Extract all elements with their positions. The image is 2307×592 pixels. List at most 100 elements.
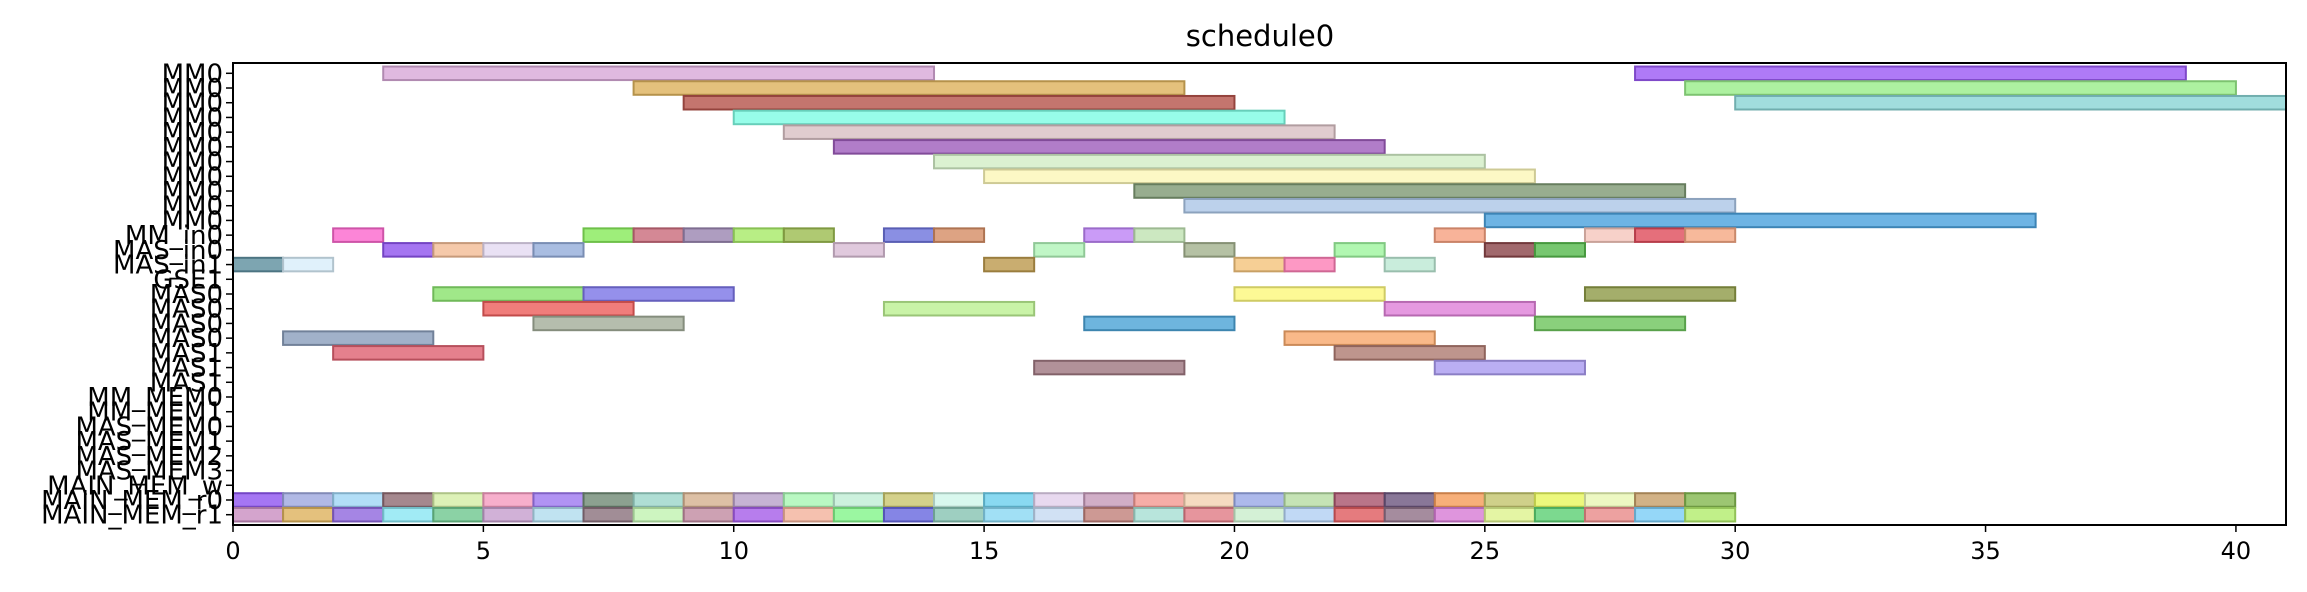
task-bar [632, 227, 685, 243]
y-tick-label: MAS0 [150, 280, 223, 310]
task-bar [332, 492, 385, 508]
y-tick-label: MM0 [162, 162, 223, 192]
task-bar [232, 256, 285, 273]
task-bar [1233, 286, 1386, 302]
task-bar [1583, 506, 1637, 523]
task-bar [1483, 212, 2037, 229]
task-bar [983, 506, 1036, 523]
task-bar [482, 492, 535, 508]
task-bar [983, 168, 1536, 185]
task-bar [1133, 183, 1687, 199]
task-bar [582, 227, 635, 243]
x-tick-label: 35 [1970, 537, 2001, 565]
task-bar [532, 506, 585, 523]
task-bar [1634, 492, 1687, 508]
task-bar [1183, 242, 1236, 258]
bars-layer [232, 65, 2287, 523]
task-bar [1433, 506, 1486, 523]
chart-title: schedule0 [1186, 19, 1334, 53]
task-bar [382, 65, 936, 82]
x-tick-label: 15 [969, 537, 1000, 565]
task-bar [1383, 506, 1436, 523]
task-bar [1133, 492, 1186, 508]
task-bar [732, 109, 1286, 126]
task-bar [1483, 492, 1536, 508]
y-tick-label: MM0 [162, 133, 223, 163]
task-bar [1183, 197, 1737, 214]
task-bar [582, 286, 735, 302]
y-tick-label: MAS_MEM0 [75, 412, 223, 442]
task-bar [432, 242, 485, 258]
task-bar [382, 242, 435, 258]
task-bar [632, 506, 685, 523]
task-bar [933, 227, 986, 243]
task-bar [282, 256, 335, 273]
task-bar [532, 492, 585, 508]
task-bar [1283, 330, 1436, 346]
x-axis: 0 5 10 15 20 25 30 35 40 [225, 525, 2251, 565]
task-bar [632, 492, 685, 508]
task-bar [1083, 227, 1136, 243]
y-tick-label: MAIN_MEM_w [47, 471, 223, 501]
task-bar [1233, 492, 1286, 508]
y-tick-label: MAS0 [150, 309, 223, 339]
y-tick-label: MAS0 [150, 295, 223, 325]
x-tick-label: 5 [476, 537, 491, 565]
task-bar [782, 227, 835, 243]
y-tick-label: MM_in0 [125, 221, 223, 251]
task-bar [1233, 256, 1286, 273]
task-bar [933, 153, 1486, 170]
task-bar [1283, 492, 1336, 508]
task-bar [1083, 492, 1136, 508]
task-bar [1533, 242, 1586, 258]
y-tick-label: MM0 [162, 192, 223, 222]
task-bar [832, 139, 1386, 155]
task-bar [1684, 80, 2237, 96]
y-tick-label: MAS0 [150, 324, 223, 354]
task-bar [482, 242, 535, 258]
task-bar [1383, 256, 1436, 273]
task-bar [432, 492, 485, 508]
y-tick-label: MAS1 [150, 339, 223, 369]
task-bar [232, 492, 285, 508]
task-bar [933, 506, 986, 523]
y-tick-label: MM0 [162, 89, 223, 119]
y-tick-label: GSE1 [153, 265, 223, 295]
y-axis: MM0MM0MM0MM0MM0MM0MM0MM0MM0MM0MM0MM_in0M… [41, 59, 233, 531]
task-bar [532, 315, 685, 332]
task-bar [1533, 315, 1687, 332]
task-bar [1634, 65, 2187, 82]
task-bar [933, 492, 986, 508]
task-bar [1533, 506, 1586, 523]
task-bar [1583, 286, 1737, 302]
task-bar [382, 506, 435, 523]
task-bar [1483, 242, 1536, 258]
task-bar [1083, 315, 1236, 332]
task-bar [1684, 506, 1737, 523]
x-tick-label: 30 [1720, 537, 1751, 565]
task-bar [882, 506, 936, 523]
y-tick-label: MM0 [162, 74, 223, 104]
task-bar [1033, 242, 1086, 258]
y-tick-label: MM0 [162, 148, 223, 178]
y-tick-label: MAS_MEM1 [75, 427, 223, 457]
task-bar [1033, 506, 1086, 523]
y-tick-label: MAS_MEM3 [75, 457, 223, 487]
task-bar [782, 492, 835, 508]
task-bar [682, 227, 735, 243]
task-bar [1634, 506, 1687, 523]
x-tick-label: 40 [2221, 537, 2252, 565]
task-bar [332, 227, 385, 243]
task-bar [1083, 506, 1136, 523]
task-bar [832, 506, 885, 523]
y-tick-label: MM0 [162, 118, 223, 148]
task-bar [332, 506, 385, 523]
task-bar [1233, 506, 1286, 523]
task-bar [582, 492, 635, 508]
x-tick-label: 25 [1470, 537, 1501, 565]
task-bar [682, 94, 1236, 111]
task-bar [1333, 345, 1486, 361]
task-bar [782, 124, 1336, 140]
task-bar [1383, 492, 1436, 508]
